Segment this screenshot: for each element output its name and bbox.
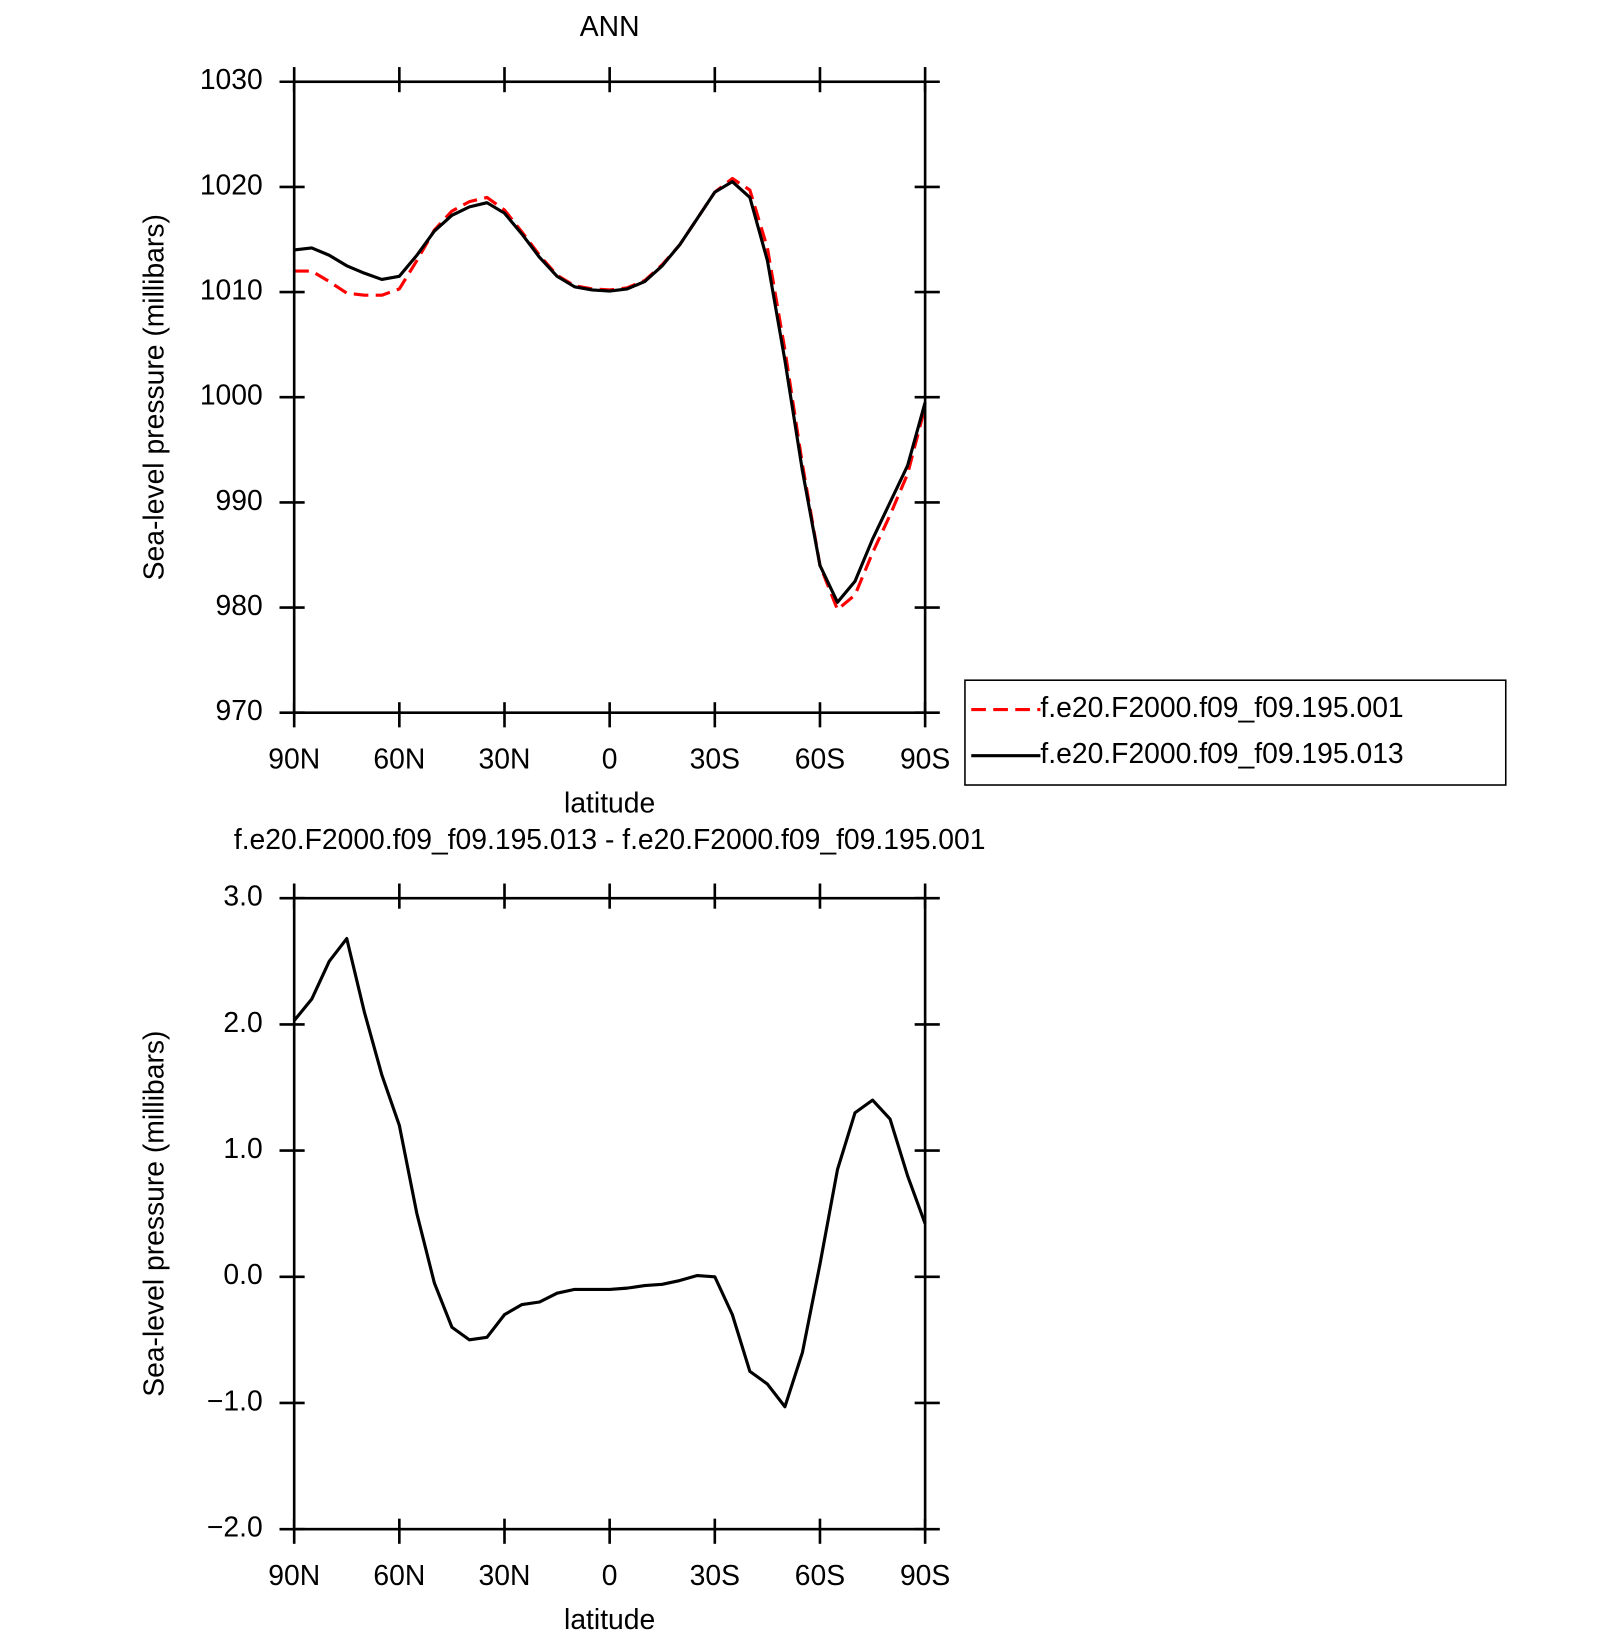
x-tick-label: 90N	[268, 742, 320, 774]
legend-label: f.e20.F2000.f09_f09.195.001	[1040, 691, 1403, 723]
plot-frame	[292, 80, 927, 715]
x-tick-label: 30S	[690, 1559, 740, 1591]
chart-title: f.e20.F2000.f09_f09.195.013 - f.e20.F200…	[234, 823, 986, 855]
chart-title: ANN	[580, 10, 640, 42]
x-tick-label: 60S	[795, 1559, 845, 1591]
y-tick-label: 970	[216, 694, 263, 726]
legend: f.e20.F2000.f09_f09.195.001 f.e20.F2000.f…	[964, 679, 1507, 786]
x-tick-label: 30N	[479, 1559, 531, 1591]
y-axis-label: Sea-level pressure (millibars)	[137, 214, 169, 580]
x-tick-label: 60N	[373, 1559, 425, 1591]
y-tick-label: 1010	[200, 274, 263, 306]
x-tick-label: 30S	[690, 742, 740, 774]
y-tick-label: 990	[216, 484, 263, 516]
x-tick-label: 90S	[900, 1559, 950, 1591]
y-tick-label: 1020	[200, 168, 263, 200]
y-tick-label: −1.0	[207, 1384, 263, 1416]
x-axis-label: latitude	[564, 786, 655, 818]
x-tick-label: 90S	[900, 742, 950, 774]
data-line	[294, 176, 927, 612]
x-tick-label: 0	[602, 742, 618, 774]
legend-box	[964, 679, 1507, 786]
data-line	[293, 180, 927, 604]
data-line	[292, 937, 927, 1409]
y-tick-label: 1030	[200, 63, 263, 95]
x-tick-label: 90N	[268, 1559, 320, 1591]
y-tick-label: 980	[216, 589, 263, 621]
y-tick-label: 0.0	[223, 1258, 262, 1290]
x-tick-label: 0	[602, 1559, 618, 1591]
x-tick-label: 30N	[479, 742, 531, 774]
y-tick-label: 1000	[200, 379, 263, 411]
y-tick-label: 1.0	[223, 1132, 262, 1164]
plot-frame	[292, 896, 927, 1531]
y-tick-label: −2.0	[207, 1511, 263, 1543]
x-tick-label: 60N	[373, 742, 425, 774]
y-axis-label: Sea-level pressure (millibars)	[137, 1031, 169, 1397]
y-tick-label: 2.0	[223, 1006, 262, 1038]
x-tick-label: 60S	[795, 742, 845, 774]
y-tick-label: 3.0	[223, 880, 262, 912]
x-axis-label: latitude	[564, 1603, 655, 1635]
legend-label: f.e20.F2000.f09_f09.195.013	[1040, 737, 1403, 769]
